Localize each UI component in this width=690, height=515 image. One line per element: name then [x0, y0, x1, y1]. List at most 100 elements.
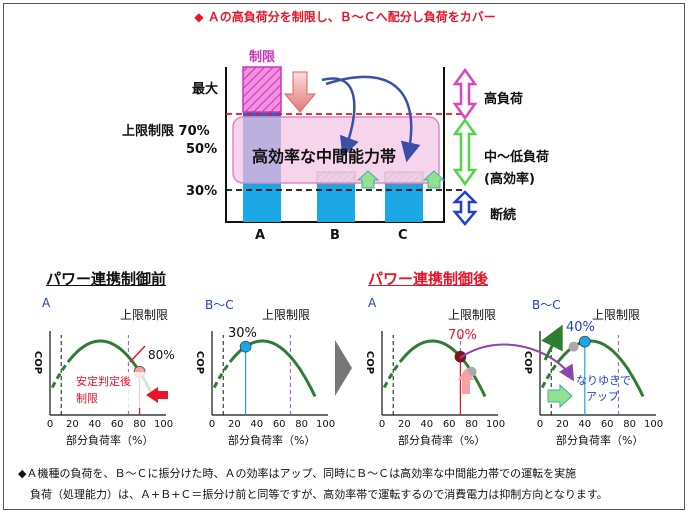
operating-point [239, 340, 252, 353]
tick-label: 40 [88, 419, 102, 430]
tick-label: 80 [133, 419, 146, 430]
tick-label: 60 [442, 419, 456, 430]
after-a-upper: 上限制限 [448, 308, 497, 322]
after-bc-name: B～C [532, 298, 561, 312]
tick-label: 20 [398, 419, 411, 430]
before-title: パワー連携制御前 [46, 270, 167, 288]
tick-label: 100 [644, 419, 664, 430]
tick-label: 0 [536, 419, 544, 430]
before-bc-point: 30% [228, 326, 257, 341]
after-transfer-arrow [459, 343, 575, 382]
tick-label: 20 [66, 419, 79, 430]
bar-a-limited [242, 66, 282, 113]
after-bc-point: 40% [566, 320, 595, 335]
tick-label: 100 [316, 419, 336, 430]
bar-b [317, 182, 355, 222]
before-a-annot2: 制限 [76, 392, 98, 405]
y-axis-label: COP [194, 350, 206, 375]
label-30: 30% [186, 184, 218, 199]
cop-curve-dashed [540, 361, 560, 389]
small-up-arrow-1 [356, 170, 380, 189]
header-text: Ａの高負荷分を制限し、Ｂ～Ｃへ配分し負荷をカバー [207, 10, 496, 24]
low-load-arrow [451, 190, 479, 226]
band-label: 高効率な中間能力帯 [252, 147, 397, 166]
outer-frame [3, 3, 685, 510]
header-line: ◆ Ａの高負荷分を制限し、Ｂ～Ｃへ配分し負荷をカバー [0, 8, 690, 25]
top-diagram [225, 66, 479, 226]
after-bc-annot1: なりゆきで [576, 374, 631, 387]
before-bc-upper: 上限制限 [262, 308, 311, 322]
seigen-label: 制限 [248, 50, 275, 65]
after-a-name: A [368, 296, 377, 310]
before-a-pointer [129, 345, 146, 363]
down-arrow [283, 71, 317, 113]
cop-curve-dashed [212, 361, 232, 389]
tick-label: 80 [465, 419, 478, 430]
high-load-arrow [452, 67, 478, 121]
label-max: 最大 [192, 82, 219, 97]
efficiency-band [232, 116, 440, 184]
blue-arrow-b [321, 77, 359, 158]
after-bc-up-arrow [547, 383, 573, 409]
header-bullet: ◆ [194, 10, 204, 24]
before-a-name: A [42, 296, 51, 310]
small-up-arrow-2 [422, 170, 446, 189]
before-a-point: 80% [148, 348, 175, 362]
legend-mid: 中～低負荷 [484, 150, 550, 165]
tick-label: 60 [272, 419, 286, 430]
tick-label: 40 [420, 419, 434, 430]
blue-arrow-c [325, 75, 421, 163]
before-a-annotation-bg [73, 372, 155, 408]
bar-label-a: A [255, 228, 266, 243]
before-a-limit-arrow [146, 387, 168, 403]
y-axis-label: COP [522, 350, 534, 375]
tick-label: 0 [46, 419, 54, 430]
tick-label: 100 [154, 419, 174, 430]
tick-label: 60 [600, 419, 614, 430]
before-a-annot1: 安定判定後 [76, 375, 131, 388]
after-bc-annot2: アップ [586, 390, 619, 403]
chart-before-bc [211, 331, 328, 416]
tick-label: 20 [228, 419, 241, 430]
operating-point [578, 335, 591, 348]
before-bc-name: B～C [205, 298, 234, 312]
legend-mid-sub: (高効率) [484, 172, 535, 187]
tick-label: 40 [250, 419, 264, 430]
x-axis-label: 部分負荷率（%） [228, 434, 316, 447]
divider-chevron [335, 340, 352, 396]
legend-high: 高負荷 [484, 92, 524, 107]
tick-label: 100 [486, 419, 506, 430]
before-a-upper: 上限制限 [120, 308, 169, 322]
label-upper-limit: 上限制限 70% [122, 124, 210, 139]
after-a-down-hint [458, 368, 474, 394]
after-a-point: 70% [448, 328, 477, 343]
tick-label: 60 [110, 419, 124, 430]
after-bc-upper: 上限制限 [592, 308, 641, 322]
legend-intermittent: 断続 [490, 208, 517, 223]
tick-label: 80 [295, 419, 308, 430]
bar-label-b: B [330, 228, 340, 243]
after-title: パワー連携制御後 [368, 270, 489, 288]
label-50: 50% [186, 142, 218, 157]
mid-load-arrow [452, 117, 478, 187]
y-axis-label: COP [364, 350, 376, 375]
tick-label: 20 [556, 419, 569, 430]
footer-line1: ◆Ａ機種の負荷を、Ｂ～Ｃに振分けた時、Ａの効率はアップ、同時にＢ～Ｃは高効率な中… [18, 467, 577, 480]
tick-label: 40 [578, 419, 592, 430]
bar-label-c: C [398, 228, 408, 243]
previous-point [568, 341, 579, 352]
x-axis-label: 部分負荷率（%） [398, 434, 486, 447]
x-axis-label: 部分負荷率（%） [556, 434, 644, 447]
x-axis-label: 部分負荷率（%） [66, 434, 154, 447]
bar-c [385, 182, 423, 222]
tick-label: 80 [623, 419, 636, 430]
y-axis-label: COP [32, 350, 44, 375]
cop-curve-dashed [50, 361, 70, 389]
chart-after-a [381, 331, 498, 416]
after-bc-rise-arrow [541, 324, 563, 361]
tick-label: 0 [208, 419, 216, 430]
tick-label: 0 [378, 419, 386, 430]
cop-curve-dashed [382, 361, 402, 389]
footer-line2: 負荷（処理能力）は、Ａ+Ｂ+Ｃ＝振分け前と同等ですが、高効率帯で運転するので消費… [30, 488, 608, 501]
cop-charts [49, 324, 656, 416]
